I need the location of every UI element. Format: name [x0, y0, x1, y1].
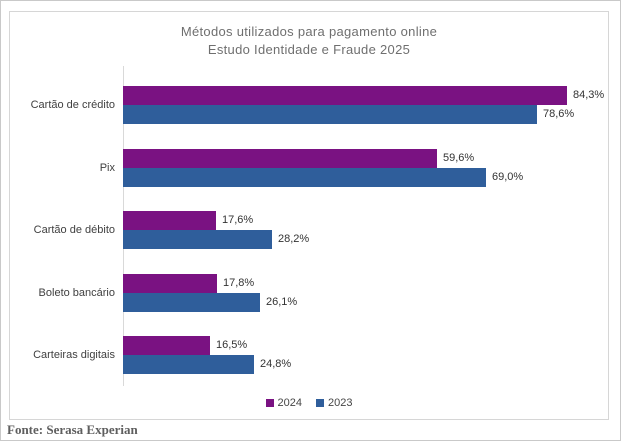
category-label: Carteiras digitais [33, 349, 115, 361]
category-label: Cartão de crédito [30, 99, 115, 111]
chart-title-line1: Métodos utilizados para pagamento online [180, 24, 438, 39]
bar-group: Carteiras digitais 16,5% 24,8% [10, 336, 608, 374]
chart-title: Métodos utilizados para pagamento online… [10, 23, 608, 59]
legend-swatch-2023-icon [316, 399, 324, 407]
chart-container: Métodos utilizados para pagamento online… [9, 11, 609, 420]
bar-group: Cartão de crédito 84,3% 78,6% [10, 86, 608, 124]
value-label: 69,0% [492, 171, 524, 183]
bar-2024 [123, 274, 217, 293]
category-label: Boleto bancário [38, 287, 115, 299]
category-label: Cartão de débito [33, 224, 115, 236]
bar-2024 [123, 86, 567, 105]
bar-2024 [123, 336, 210, 355]
bar-group: Boleto bancário 17,8% 26,1% [10, 274, 608, 312]
bar-2024 [123, 211, 216, 230]
value-label: 17,6% [222, 214, 254, 226]
chart-title-line2: Estudo Identidade e Fraude 2025 [207, 42, 411, 57]
bar-2023 [123, 168, 486, 187]
bar-group: Cartão de débito 17,6% 28,2% [10, 211, 608, 249]
bar-2023 [123, 105, 537, 124]
value-label: 84,3% [573, 89, 605, 101]
value-label: 78,6% [543, 108, 575, 120]
value-label: 16,5% [216, 339, 248, 351]
source-note: Fonte: Serasa Experian [7, 422, 138, 437]
value-label: 28,2% [278, 233, 310, 245]
bar-2023 [123, 293, 260, 312]
bar-group: Pix 59,6% 69,0% [10, 149, 608, 187]
legend: 2024 2023 [10, 397, 608, 409]
plot-area: Cartão de crédito 84,3% 78,6% Pix 59,6% 69,0%… [10, 12, 608, 419]
legend-item-2024: 2024 [265, 397, 302, 409]
value-label: 59,6% [443, 152, 475, 164]
value-label: 24,8% [260, 358, 292, 370]
legend-label-2023: 2023 [328, 397, 353, 409]
category-label: Pix [99, 162, 115, 174]
legend-item-2023: 2023 [316, 397, 352, 409]
bar-2024 [123, 149, 437, 168]
value-label: 17,8% [223, 277, 255, 289]
legend-swatch-2024-icon [265, 399, 274, 407]
bar-2023 [123, 355, 254, 374]
legend-label-2024: 2024 [277, 397, 302, 409]
value-label: 26,1% [266, 296, 298, 308]
bar-2023 [123, 230, 272, 249]
